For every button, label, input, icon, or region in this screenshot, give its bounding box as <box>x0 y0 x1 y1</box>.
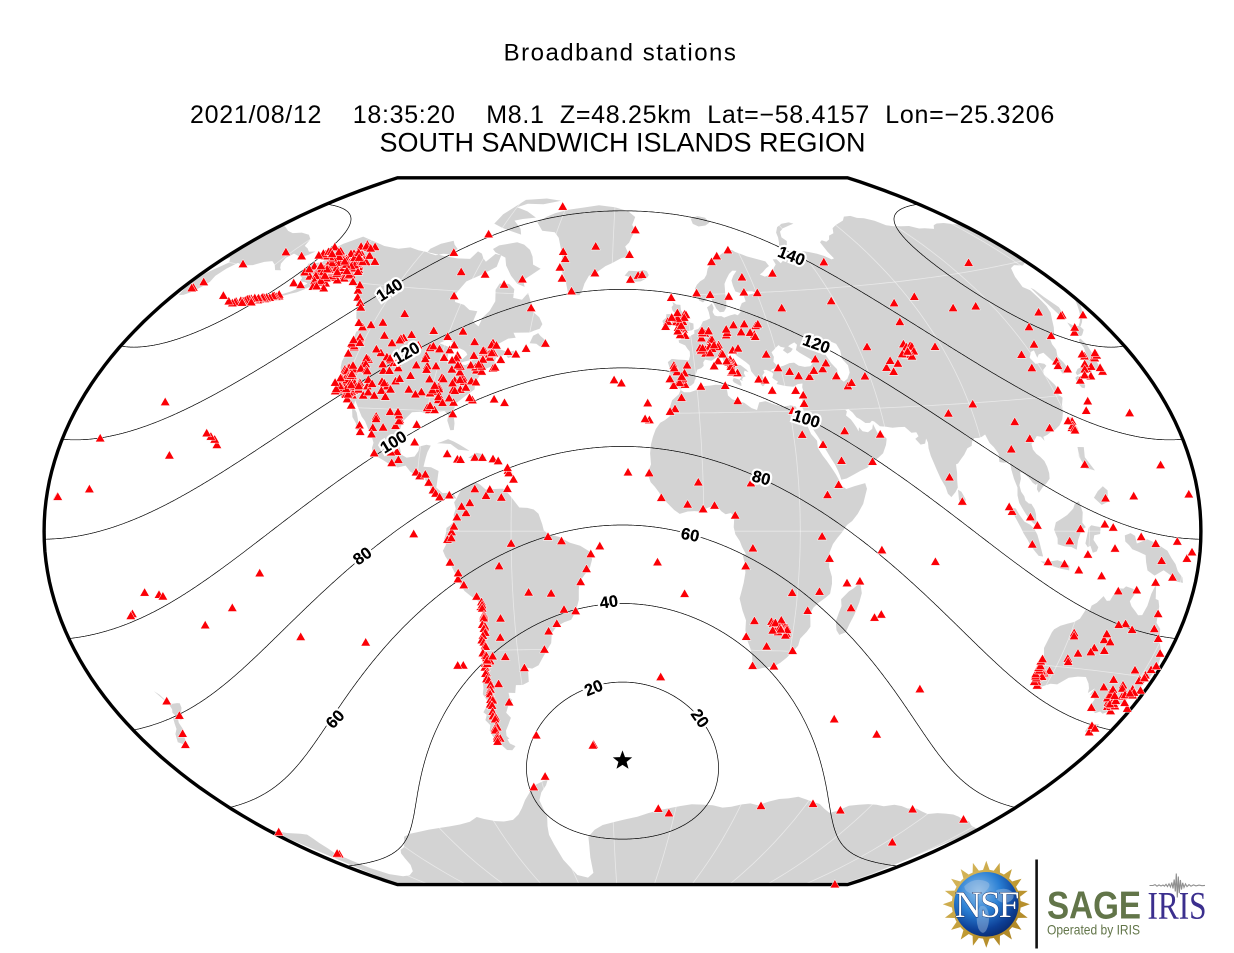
svg-text:40: 40 <box>599 592 620 612</box>
svg-text:60: 60 <box>679 525 700 546</box>
svg-text:80: 80 <box>750 467 772 489</box>
svg-text:SAGE: SAGE <box>1047 885 1141 928</box>
svg-text:SOUTH SANDWICH ISLANDS REGION: SOUTH SANDWICH ISLANDS REGION <box>379 128 865 158</box>
svg-text:Broadband stations: Broadband stations <box>504 40 738 67</box>
svg-text:20: 20 <box>582 677 606 701</box>
svg-text:NSF: NSF <box>955 885 1019 926</box>
svg-text:2021/08/12 18:35:20 M8.1: 2021/08/12 18:35:20 M8.1 Z=48.25km Lat=−… <box>190 101 1055 129</box>
svg-text:Operated by IRIS: Operated by IRIS <box>1047 921 1140 937</box>
